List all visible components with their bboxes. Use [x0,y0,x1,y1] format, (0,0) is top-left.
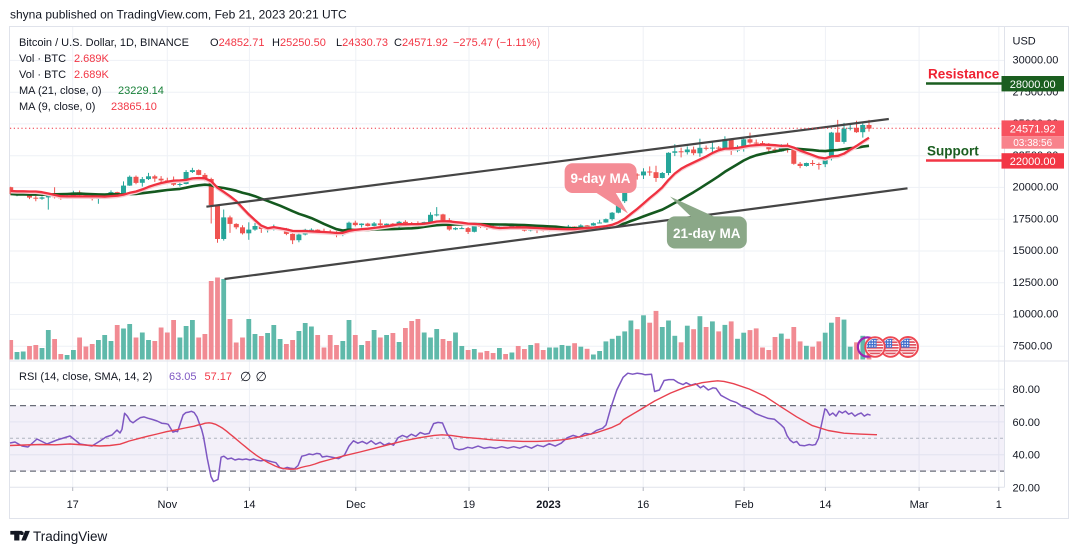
svg-text:L24330.73: L24330.73 [336,37,388,49]
svg-text:Dec: Dec [346,499,366,511]
svg-text:19: 19 [463,499,475,511]
svg-text:Support: Support [927,144,979,159]
svg-text:MA (9, close, 0): MA (9, close, 0) [19,101,95,113]
svg-text:Feb: Feb [735,499,754,511]
svg-text:2.689K: 2.689K [74,53,110,65]
svg-text:22000.00: 22000.00 [1010,156,1056,168]
svg-text:60.00: 60.00 [1013,417,1041,429]
svg-text:2023: 2023 [536,499,560,511]
svg-text:TradingView: TradingView [33,529,108,544]
svg-text:MA (21, close, 0): MA (21, close, 0) [19,85,102,97]
svg-text:40.00: 40.00 [1013,450,1041,462]
svg-text:30000.00: 30000.00 [1013,55,1059,67]
svg-text:20.00: 20.00 [1013,482,1041,494]
svg-text:63.05: 63.05 [169,371,197,383]
svg-text:Bitcoin / U.S. Dollar, 1D, BIN: Bitcoin / U.S. Dollar, 1D, BINANCE [19,37,189,49]
svg-text:C24571.92: C24571.92 [394,37,448,49]
svg-text:17500.00: 17500.00 [1013,213,1059,225]
svg-text:10000.00: 10000.00 [1013,309,1059,321]
svg-text:23865.10: 23865.10 [111,101,157,113]
svg-text:23229.14: 23229.14 [118,85,164,97]
svg-text:O24852.71: O24852.71 [210,37,264,49]
svg-text:28000.00: 28000.00 [1010,79,1056,91]
svg-text:H25250.50: H25250.50 [272,37,326,49]
svg-text:03:38:56: 03:38:56 [1013,138,1052,149]
svg-text:∅: ∅ [240,369,251,384]
svg-text:16: 16 [637,499,649,511]
svg-text:Mar: Mar [910,499,929,511]
svg-text:7500.00: 7500.00 [1013,340,1053,352]
svg-text:1: 1 [996,499,1002,511]
svg-text:Vol · BTC: Vol · BTC [19,69,66,81]
svg-text:Vol · BTC: Vol · BTC [19,53,66,65]
svg-text:Nov: Nov [158,499,178,511]
svg-text:17: 17 [67,499,79,511]
svg-text:Resistance: Resistance [928,67,1000,82]
svg-text:−275.47 (−1.11%): −275.47 (−1.11%) [453,37,540,49]
svg-text:57.17: 57.17 [205,371,233,383]
svg-text:shyna published on TradingView: shyna published on TradingView.com, Feb … [10,8,347,22]
svg-text:USD: USD [1013,36,1036,48]
svg-text:2.689K: 2.689K [74,69,110,81]
svg-text:12500.00: 12500.00 [1013,277,1059,289]
svg-text:24571.92: 24571.92 [1010,123,1056,135]
svg-text:14: 14 [243,499,255,511]
svg-text:20000.00: 20000.00 [1013,182,1059,194]
svg-text:14: 14 [819,499,831,511]
svg-text:∅: ∅ [256,369,267,384]
svg-text:15000.00: 15000.00 [1013,245,1059,257]
svg-text:9-day MA: 9-day MA [570,171,630,186]
svg-text:RSI (14, close, SMA, 14, 2): RSI (14, close, SMA, 14, 2) [19,371,152,383]
svg-text:80.00: 80.00 [1013,384,1041,396]
svg-text:21-day MA: 21-day MA [673,226,741,241]
